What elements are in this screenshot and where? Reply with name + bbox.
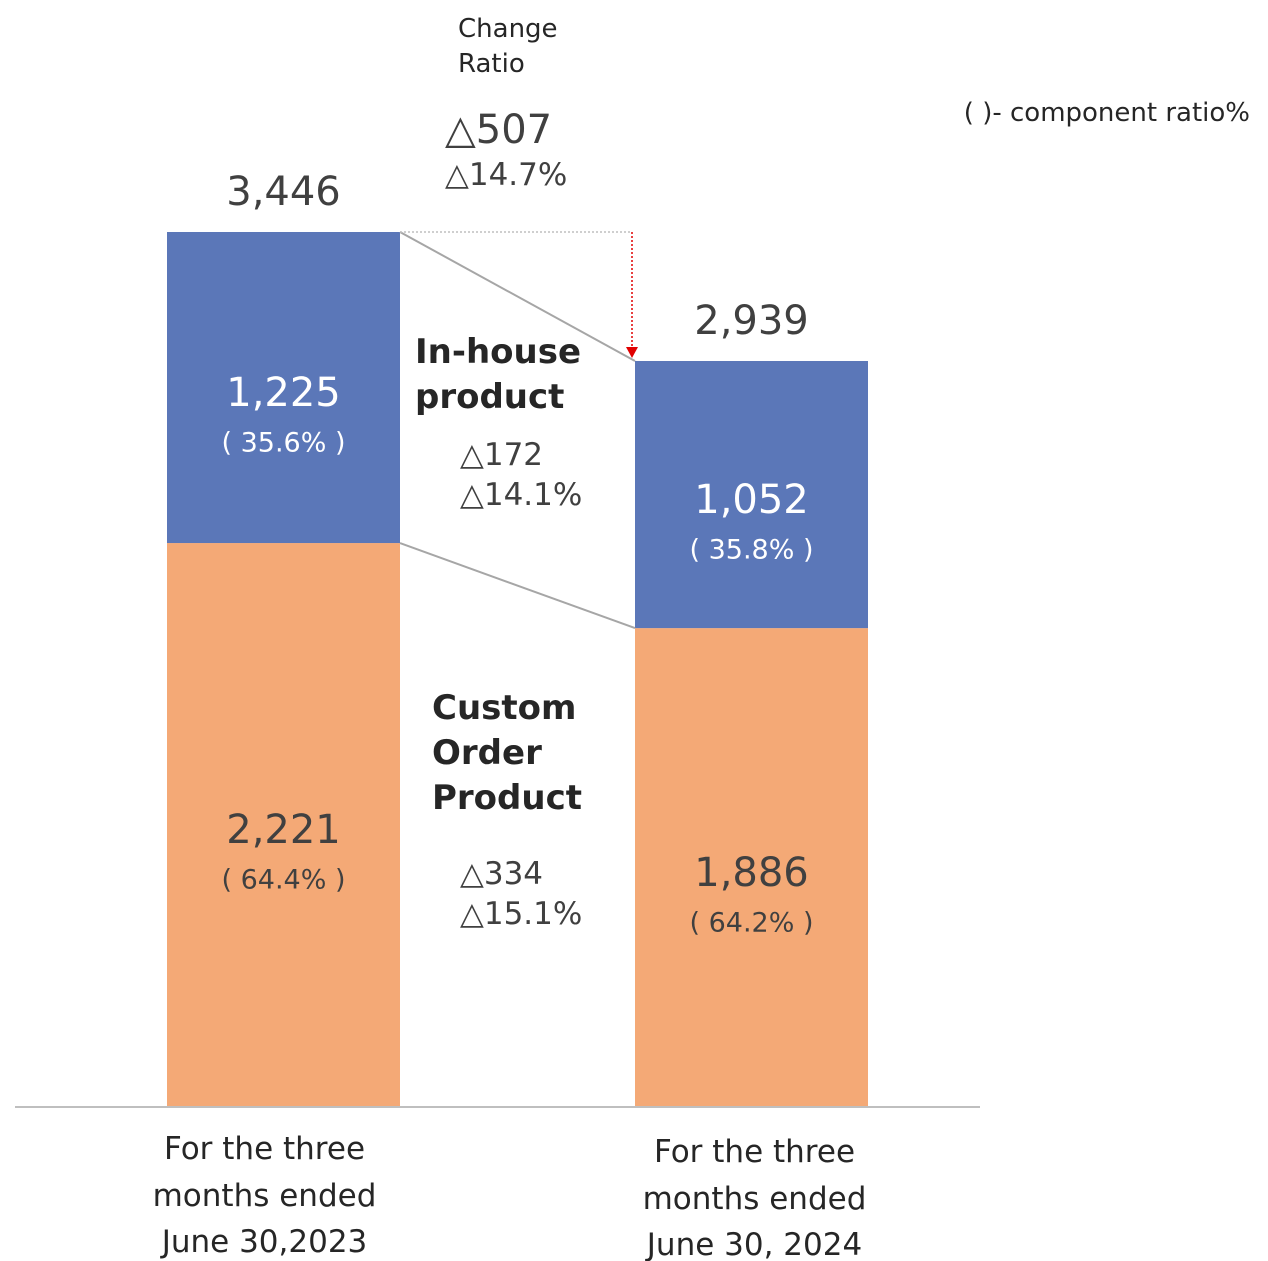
bar-segment bbox=[635, 360, 868, 629]
value-label: 1,052 bbox=[694, 476, 809, 523]
x-tick-label: For the three months ended June 30, 2024 bbox=[642, 1134, 867, 1261]
total-label: 3,446 bbox=[226, 169, 341, 215]
series-name: In-house product bbox=[415, 332, 582, 417]
x-tick-label: For the three months ended June 30,2023 bbox=[152, 1131, 377, 1260]
value-label: 1,225 bbox=[226, 369, 341, 416]
change-title: Change Ratio bbox=[458, 14, 558, 79]
bar-segment bbox=[167, 543, 400, 1107]
change-ratio: △14.1% bbox=[460, 477, 583, 513]
ratio-label: ( 64.4% ) bbox=[221, 864, 346, 896]
change-label: △172 bbox=[460, 437, 544, 473]
total-label: 2,939 bbox=[694, 297, 809, 344]
ratio-label: ( 35.8% ) bbox=[689, 534, 814, 566]
change-arrow-head bbox=[626, 346, 638, 358]
value-label: 2,221 bbox=[226, 807, 341, 854]
ratio-label: ( 35.6% ) bbox=[221, 427, 346, 459]
total-change-ratio: △14.7% bbox=[445, 157, 568, 193]
series-name: Custom Order Product bbox=[432, 688, 582, 818]
bar-segment bbox=[167, 232, 400, 544]
ratio-label: ( 64.2% ) bbox=[689, 907, 814, 939]
change-ratio: △15.1% bbox=[460, 896, 583, 932]
change-label: △334 bbox=[460, 856, 544, 892]
connector-line bbox=[399, 231, 636, 362]
connector-line bbox=[399, 542, 636, 630]
total-change: △507 bbox=[445, 107, 553, 153]
bar-segment bbox=[635, 628, 868, 1107]
legend-note: ( )- component ratio% bbox=[963, 98, 1250, 128]
value-label: 1,886 bbox=[694, 849, 809, 896]
